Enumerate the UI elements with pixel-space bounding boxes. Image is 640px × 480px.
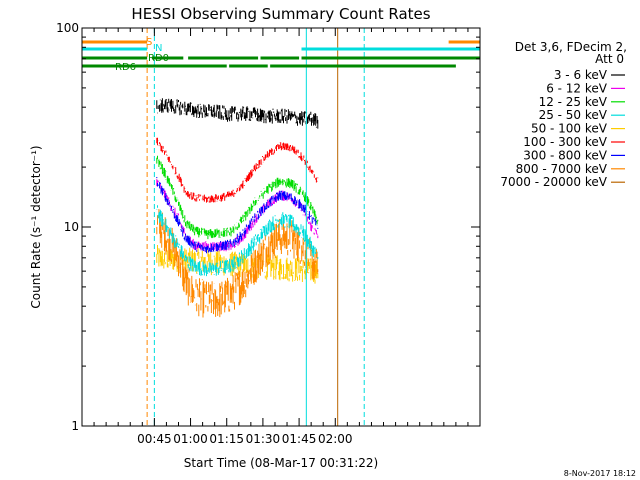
series-trace-0 [156, 98, 319, 129]
data-layer [156, 98, 319, 318]
y-tick-label-1: 10 [64, 220, 79, 234]
legend-label-5: 100 - 300 keV [523, 135, 607, 149]
x-tick-label-5: 02:00 [318, 432, 353, 446]
y-tick-label-layer: 100 10 1 [56, 21, 79, 433]
x-tick-label-layer: 00:45 01:00 01:15 01:30 01:45 02:00 [137, 432, 353, 446]
vertical-marker-layer [146, 28, 365, 426]
legend-label-3: 25 - 50 keV [539, 108, 608, 122]
x-axis-label: Start Time (08-Mar-17 00:31:22) [184, 456, 378, 470]
series-trace-3 [156, 205, 319, 277]
y-tick-label-0: 100 [56, 21, 79, 35]
axis-tick-layer [82, 27, 480, 427]
annotation-rd6: RD6 [115, 62, 136, 73]
x-tick-label-0: 00:45 [137, 432, 172, 446]
footer-timestamp: 8-Nov-2017 18:12 [564, 469, 636, 478]
legend-label-7: 800 - 7000 keV [516, 162, 608, 176]
series-trace-6 [156, 177, 319, 254]
legend-header-line-2: Att 0 [595, 52, 624, 66]
legend-label-6: 300 - 800 keV [523, 148, 607, 162]
legend-label-4: 50 - 100 keV [531, 122, 608, 136]
legend-label-1: 6 - 12 keV [546, 81, 608, 95]
annotation-layer: S N RD0 RD6 [115, 37, 169, 73]
legend-label-0: 3 - 6 keV [554, 68, 608, 82]
annotation-n: N [155, 43, 162, 54]
annotation-s: S [146, 37, 152, 48]
series-trace-2 [156, 155, 319, 240]
chart-title: HESSI Observing Summary Count Rates [131, 5, 430, 23]
x-tick-label-1: 01:00 [173, 432, 208, 446]
legend-header-line-1: Det 3,6, FDecim 2, [515, 40, 627, 54]
x-tick-label-3: 01:30 [246, 432, 281, 446]
y-tick-label-2: 1 [71, 419, 79, 433]
flag-bar-layer [82, 40, 480, 68]
series-trace-5 [156, 137, 319, 203]
legend-label-2: 12 - 25 keV [539, 95, 608, 109]
annotation-rd0: RD0 [148, 53, 169, 64]
legend-label-8: 7000 - 20000 keV [500, 175, 607, 189]
x-tick-label-2: 01:15 [209, 432, 244, 446]
x-tick-label-4: 01:45 [282, 432, 317, 446]
y-axis-label: Count Rate (s⁻¹ detector⁻¹) [29, 145, 43, 308]
